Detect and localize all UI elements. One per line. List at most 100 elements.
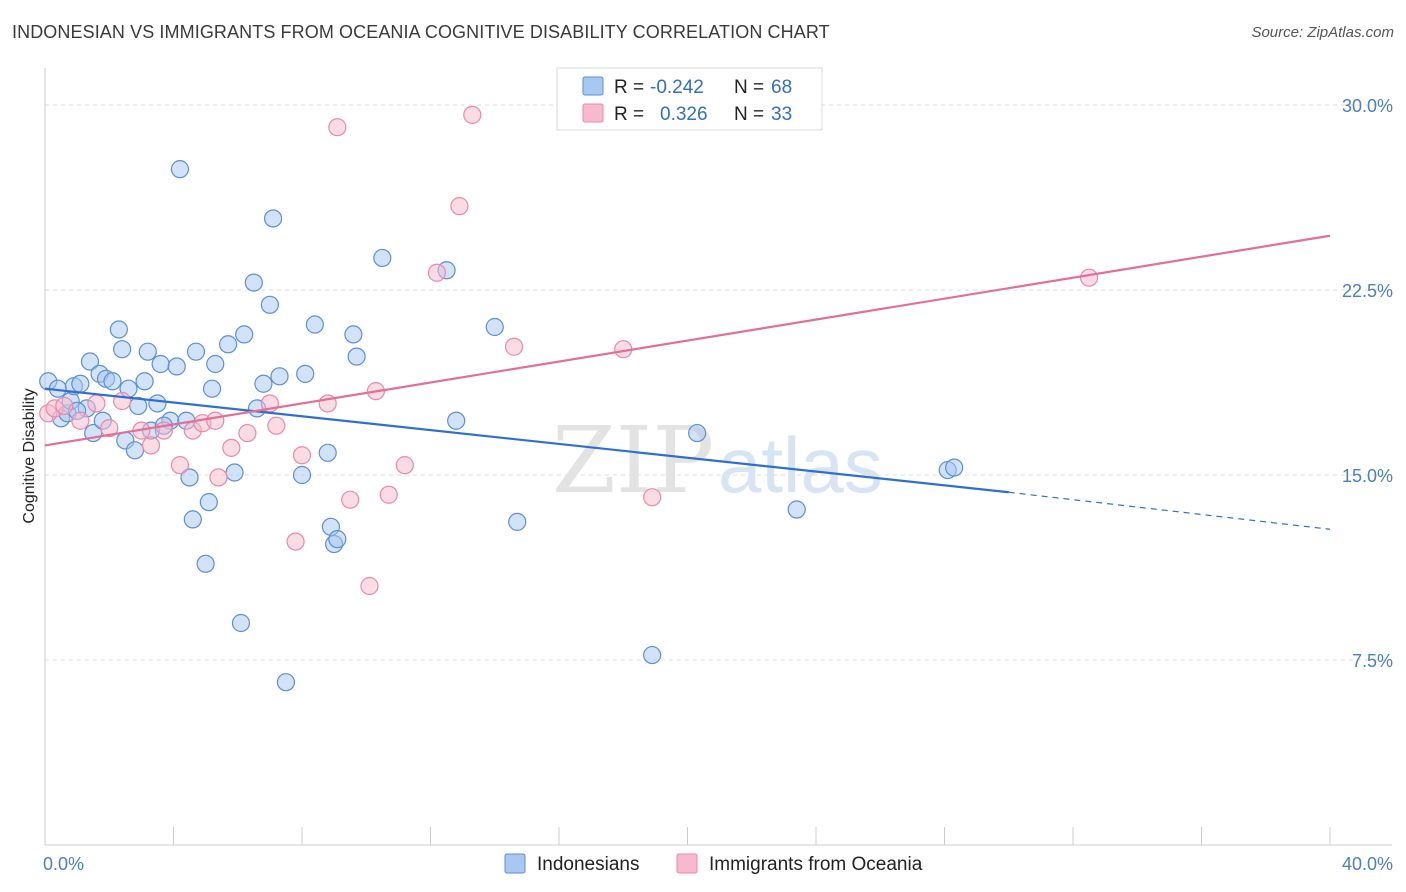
oceania-trend-line [44,234,1331,447]
oceania-point-19 [286,532,305,551]
indonesian-point-42 [254,374,273,393]
indonesian-point-53 [328,530,347,549]
indonesian-point-38 [231,613,251,633]
oceania-point-27 [395,456,414,475]
y-tick-label-1: 15.0% [1342,466,1393,486]
indonesian-point-39 [235,325,254,344]
legend-r-label-1: R = [614,77,644,98]
indonesian-point-47 [292,465,312,485]
bottom-legend-swatch-indonesians [504,853,526,874]
oceania-point-28 [427,263,447,282]
oceania-point-4 [87,394,106,413]
indonesian-trend-line [44,387,1009,494]
legend-n-value-1: 68 [771,77,792,98]
x-tick-label-0: 0.0% [43,854,84,874]
bottom-legend-label-indonesians: Indonesians [537,854,639,875]
indonesian-point-15 [112,340,132,359]
indonesian-point-30 [183,510,202,529]
oceania-point-15 [222,438,241,457]
indonesian-point-34 [202,379,222,398]
oceania-point-8 [141,436,161,455]
oceania-point-23 [341,490,360,509]
axes [44,68,1392,846]
source-label: Source: ZipAtlas.com [1251,24,1394,41]
watermark-zip: ZIP [552,407,714,514]
indonesian-point-43 [260,295,279,314]
indonesian-point-27 [170,160,190,179]
indonesian-point-49 [305,315,324,334]
oceania-point-29 [450,197,469,216]
oceania-point-16 [238,423,257,443]
indonesian-point-24 [151,354,170,374]
chart-title: INDONESIAN VS IMMIGRANTS FROM OCEANIA CO… [12,22,830,42]
trend-lines [44,234,1331,530]
grid [45,104,1392,661]
oceania-point-14 [209,468,228,487]
oceania-point-33 [643,488,662,507]
indonesian-point-14 [109,320,128,339]
indonesian-point-60 [508,512,527,531]
y-tick-labels: 7.5% 15.0% 22.5% 30.0% [1342,96,1393,671]
indonesian-point-59 [485,317,504,337]
legend-swatch-oceania [582,103,604,123]
oceania-point-6 [112,391,132,411]
oceania-point-22 [328,118,347,137]
indonesian-point-55 [347,347,366,366]
indonesian-point-26 [167,357,186,376]
indonesian-point-56 [373,248,392,268]
indonesian-point-31 [186,342,206,361]
data-points [39,105,1099,692]
bottom-legend-label-oceania: Immigrants from Oceania [709,854,923,875]
oceania-point-31 [504,337,524,356]
oceania-point-13 [206,411,225,430]
oceania-point-26 [379,485,398,504]
indonesian-point-32 [196,554,215,573]
legend-r-value-1: -0.242 [650,77,704,98]
x-tick-label-1: 40.0% [1342,854,1393,874]
indonesian-point-6 [71,374,90,393]
oceania-point-18 [267,416,286,435]
indonesian-point-29 [180,468,199,487]
bottom-legend-swatch-oceania [676,853,698,874]
indonesian-point-37 [225,463,244,482]
indonesian-trend-extension [1008,491,1331,530]
y-tick-label-3: 30.0% [1342,96,1393,116]
indonesian-point-21 [138,342,157,361]
y-tick-label-0: 7.5% [1352,651,1393,671]
indonesian-point-8 [80,352,100,371]
indonesian-point-13 [103,372,122,391]
indonesian-point-48 [296,364,315,383]
bottom-legend: Indonesians Immigrants from Oceania [504,853,923,875]
y-axis-label: Cognitive Disability [21,388,38,523]
oceania-point-20 [292,446,312,465]
oceania-point-3 [71,411,90,430]
indonesian-point-54 [344,325,363,344]
oceania-point-5 [100,419,119,438]
indonesian-point-50 [318,443,337,462]
legend-swatch-indonesians [582,76,604,96]
indonesian-point-62 [688,423,707,443]
x-tick-labels: 0.0% 40.0% [43,854,1393,874]
indonesian-point-58 [447,411,466,430]
indonesian-point-44 [263,209,283,228]
indonesian-point-65 [945,458,964,477]
indonesian-point-36 [219,335,238,354]
legend-n-label-2: N = [734,104,764,125]
oceania-point-30 [463,105,482,124]
indonesian-point-46 [276,673,296,692]
indonesian-point-63 [787,500,806,519]
watermark-atlas: atlas [718,421,883,509]
indonesian-point-18 [125,441,145,460]
legend-r-label-2: R = [614,104,644,125]
oceania-point-2 [55,396,74,416]
oceania-point-10 [170,456,190,475]
oceania-point-34 [1079,268,1099,287]
indonesian-point-35 [206,354,225,374]
indonesian-point-45 [270,367,289,386]
y-tick-label-2: 22.5% [1342,281,1393,301]
indonesian-point-20 [135,372,154,391]
legend-n-label-1: N = [734,77,764,98]
legend-n-value-2: 33 [771,104,792,125]
indonesian-point-61 [643,645,662,665]
